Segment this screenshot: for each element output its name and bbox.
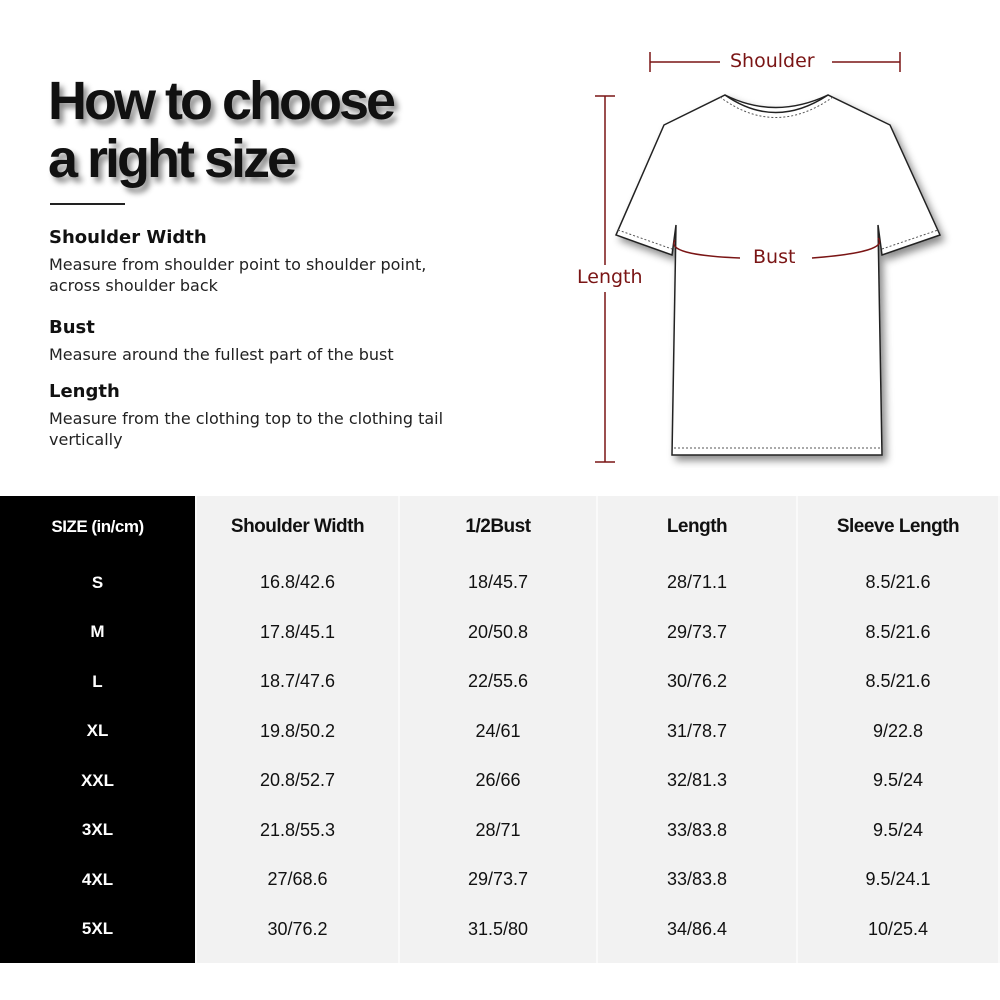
table-cell: XXL bbox=[80, 770, 115, 790]
guide-shoulder: Shoulder Width Measure from shoulder poi… bbox=[49, 227, 427, 295]
table-cell: 18/45.7 bbox=[467, 572, 529, 593]
bust-label: Bust bbox=[753, 246, 796, 268]
table-cell: 33/83.8 bbox=[666, 869, 728, 890]
table-cell: XL bbox=[86, 721, 109, 741]
size-table: SIZE (in/cm) S M L XL XXL 3XL 4XL 5XL Shoulder Wi… bbox=[0, 496, 1000, 963]
column-header: SIZE (in/cm) bbox=[51, 517, 144, 536]
column-sizes: SIZE (in/cm) S M L XL XXL 3XL 4XL 5XL bbox=[0, 496, 197, 963]
table-cell: 17.8/45.1 bbox=[259, 621, 336, 642]
column-header: Sleeve Length bbox=[836, 516, 960, 537]
table-cell: 30/76.2 bbox=[666, 671, 728, 692]
tshirt-diagram: Shoulder Bust Length bbox=[560, 30, 1000, 480]
table-cell: 20/50.8 bbox=[467, 621, 529, 642]
table-cell: 26/66 bbox=[475, 770, 521, 791]
page-title: How to choose a right size bbox=[48, 71, 396, 189]
table-cell: 20.8/52.7 bbox=[259, 770, 336, 791]
table-cell: 5XL bbox=[81, 919, 114, 939]
table-cell: 8.5/21.6 bbox=[865, 572, 931, 593]
table-cell: 22/55.6 bbox=[467, 671, 529, 692]
title-divider bbox=[50, 203, 125, 205]
table-cell: 8.5/21.6 bbox=[865, 671, 931, 692]
table-cell: 21.8/55.3 bbox=[259, 819, 336, 840]
table-cell: 33/83.8 bbox=[666, 819, 728, 840]
column-shoulder: Shoulder Width 16.8/42.6 17.8/45.1 18.7/47.… bbox=[197, 496, 400, 963]
table-cell: 34/86.4 bbox=[666, 918, 728, 939]
column-header: Shoulder Width bbox=[230, 516, 365, 537]
table-cell: 3XL bbox=[81, 820, 114, 840]
table-cell: 16.8/42.6 bbox=[259, 572, 336, 593]
column-header: Length bbox=[666, 516, 728, 537]
table-cell: 10/25.4 bbox=[867, 918, 929, 939]
table-cell: 24/61 bbox=[475, 720, 521, 741]
table-cell: 9/22.8 bbox=[872, 720, 924, 741]
table-cell: 9.5/24 bbox=[872, 770, 924, 791]
table-cell: 28/71 bbox=[475, 819, 521, 840]
column-header: 1/2Bust bbox=[465, 516, 531, 537]
tshirt-body bbox=[614, 94, 942, 456]
table-cell: 29/73.7 bbox=[666, 621, 728, 642]
column-bust: 1/2Bust 18/45.7 20/50.8 22/55.6 24/61 26/66 28… bbox=[400, 496, 598, 963]
shoulder-label: Shoulder bbox=[730, 50, 815, 72]
column-sleeve: Sleeve Length 8.5/21.6 8.5/21.6 8.5/21.6 9/2… bbox=[798, 496, 1000, 963]
table-cell: 30/76.2 bbox=[267, 918, 328, 939]
table-cell: 29/73.7 bbox=[467, 869, 529, 890]
table-cell: 18.7/47.6 bbox=[259, 671, 336, 692]
table-cell: 19.8/50.2 bbox=[259, 720, 336, 741]
length-label: Length bbox=[577, 266, 643, 288]
table-cell: 31/78.7 bbox=[666, 720, 728, 741]
tshirt-illustration bbox=[595, 52, 942, 463]
table-cell: 9.5/24 bbox=[872, 819, 924, 840]
table-cell: 9.5/24.1 bbox=[865, 869, 931, 890]
table-cell: 32/81.3 bbox=[666, 770, 728, 791]
guide-bust: Bust Measure around the fullest part of … bbox=[49, 317, 394, 364]
table-cell: S bbox=[91, 572, 104, 592]
table-cell: M bbox=[90, 622, 105, 642]
table-cell: 28/71.1 bbox=[666, 572, 728, 593]
table-cell: 4XL bbox=[81, 869, 114, 889]
column-length: Length 28/71.1 29/73.7 30/76.2 31/78.7 32/81.… bbox=[598, 496, 798, 963]
guide-length: Length Measure from the clothing top to … bbox=[49, 381, 444, 449]
table-cell: 31.5/80 bbox=[467, 918, 529, 939]
table-cell: L bbox=[92, 671, 103, 691]
table-cell: 27/68.6 bbox=[267, 869, 328, 890]
table-cell: 8.5/21.6 bbox=[865, 621, 931, 642]
